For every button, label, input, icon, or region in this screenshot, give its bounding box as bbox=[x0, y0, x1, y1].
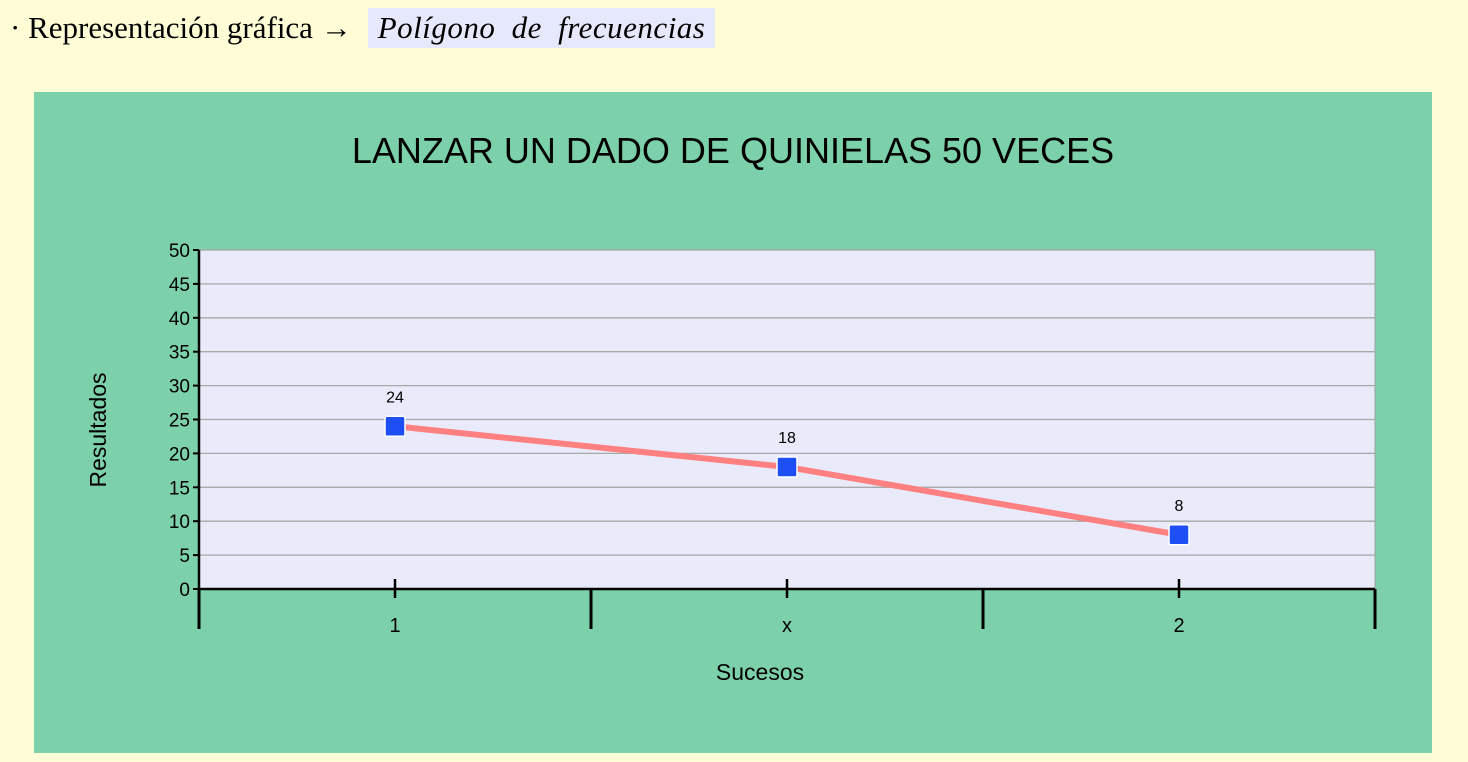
x-tick-label: 2 bbox=[1173, 615, 1184, 637]
y-tick-label: 25 bbox=[169, 411, 190, 432]
y-tick-label: 20 bbox=[169, 444, 190, 465]
data-point-marker bbox=[776, 456, 798, 478]
x-axis-label: Sucesos bbox=[716, 659, 804, 685]
data-label: 24 bbox=[386, 389, 404, 406]
data-label: 8 bbox=[1175, 498, 1184, 515]
data-point-marker bbox=[384, 415, 406, 438]
chart-title: LANZAR UN DADO DE QUINIELAS 50 VECES bbox=[352, 130, 1114, 171]
y-axis-label: Resultados bbox=[85, 372, 111, 487]
x-tick-label: 1 bbox=[389, 615, 400, 637]
data-point-marker bbox=[1168, 524, 1190, 546]
section-heading: · Representación gráfica → Polígono de f… bbox=[10, 6, 716, 50]
y-tick-label: 35 bbox=[169, 343, 190, 364]
chart-panel: LANZAR UN DADO DE QUINIELAS 50 VECES 0 5 1… bbox=[34, 92, 1432, 753]
y-tick-label: 15 bbox=[169, 478, 190, 499]
x-tick-label: x bbox=[782, 615, 792, 637]
heading-highlight: Polígono de frecuencias bbox=[367, 8, 716, 48]
heading-lead: · Representación gráfica → bbox=[10, 10, 352, 45]
data-label: 18 bbox=[778, 430, 796, 447]
y-tick-label: 30 bbox=[169, 377, 190, 398]
y-tick-label: 0 bbox=[179, 580, 190, 601]
y-tick-label: 50 bbox=[169, 241, 190, 262]
y-tick-label: 10 bbox=[169, 512, 190, 533]
y-tick-label: 45 bbox=[169, 275, 190, 296]
line-chart: LANZAR UN DADO DE QUINIELAS 50 VECES 0 5 1… bbox=[85, 130, 1377, 685]
y-tick-label: 40 bbox=[169, 309, 190, 330]
plot-area: 0 5 10 15 20 25 30 35 40 45 50 1 x 2 24 18 8 bbox=[169, 241, 1377, 637]
y-tick-label: 5 bbox=[179, 546, 190, 567]
